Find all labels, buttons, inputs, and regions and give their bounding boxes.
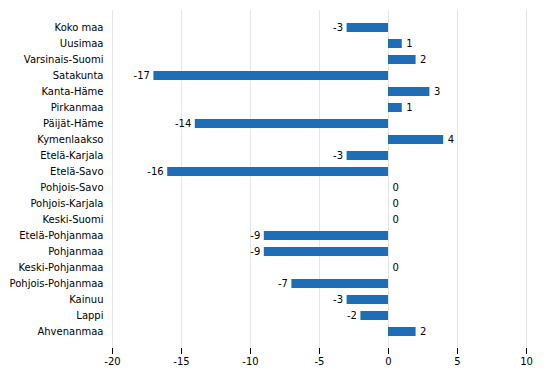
svg-text:-10: -10 [242,356,258,367]
svg-text:Keski-Pohjanmaa: Keski-Pohjanmaa [19,262,104,273]
svg-text:-7: -7 [278,278,288,289]
svg-text:0: 0 [393,182,399,193]
svg-text:-14: -14 [175,118,191,129]
svg-text:3: 3 [434,86,440,97]
svg-text:Kymenlaakso: Kymenlaakso [37,134,103,145]
svg-text:-5: -5 [315,356,325,367]
svg-text:Keski-Suomi: Keski-Suomi [43,214,104,225]
svg-text:0: 0 [393,198,399,209]
svg-text:Päijät-Häme: Päijät-Häme [43,118,103,129]
svg-text:Lappi: Lappi [76,310,103,321]
svg-text:Pohjois-Savo: Pohjois-Savo [40,182,103,193]
svg-text:4: 4 [448,134,454,145]
svg-text:Varsinais-Suomi: Varsinais-Suomi [24,54,104,65]
svg-text:Koko maa: Koko maa [55,22,104,33]
svg-text:-15: -15 [173,356,189,367]
svg-text:2: 2 [420,54,426,65]
svg-text:0: 0 [385,356,391,367]
svg-text:1: 1 [406,38,412,49]
svg-text:10: 10 [520,356,533,367]
svg-text:-9: -9 [250,230,260,241]
svg-text:Etelä-Pohjanmaa: Etelä-Pohjanmaa [19,230,103,241]
svg-text:0: 0 [393,262,399,273]
svg-text:Etelä-Karjala: Etelä-Karjala [40,150,103,161]
svg-text:-3: -3 [333,22,343,33]
svg-text:-9: -9 [250,246,260,257]
svg-text:1: 1 [406,102,412,113]
svg-text:Pohjanmaa: Pohjanmaa [48,246,103,257]
svg-text:-16: -16 [147,166,163,177]
svg-text:Pohjois-Pohjanmaa: Pohjois-Pohjanmaa [10,278,104,289]
svg-text:5: 5 [454,356,460,367]
svg-text:2: 2 [420,326,426,337]
svg-text:Pirkanmaa: Pirkanmaa [51,102,104,113]
svg-text:Kainuu: Kainuu [69,294,103,305]
svg-text:-3: -3 [333,294,343,305]
svg-text:-20: -20 [104,356,120,367]
svg-text:0: 0 [393,214,399,225]
svg-text:Kanta-Häme: Kanta-Häme [41,86,103,97]
svg-text:Pohjois-Karjala: Pohjois-Karjala [30,198,103,209]
svg-text:-17: -17 [134,70,150,81]
svg-text:-2: -2 [347,310,357,321]
svg-text:Satakunta: Satakunta [53,70,104,81]
svg-text:Ahvenanmaa: Ahvenanmaa [37,326,103,337]
svg-text:Uusimaa: Uusimaa [60,38,104,49]
svg-text:Etelä-Savo: Etelä-Savo [50,166,103,177]
svg-text:-3: -3 [333,150,343,161]
